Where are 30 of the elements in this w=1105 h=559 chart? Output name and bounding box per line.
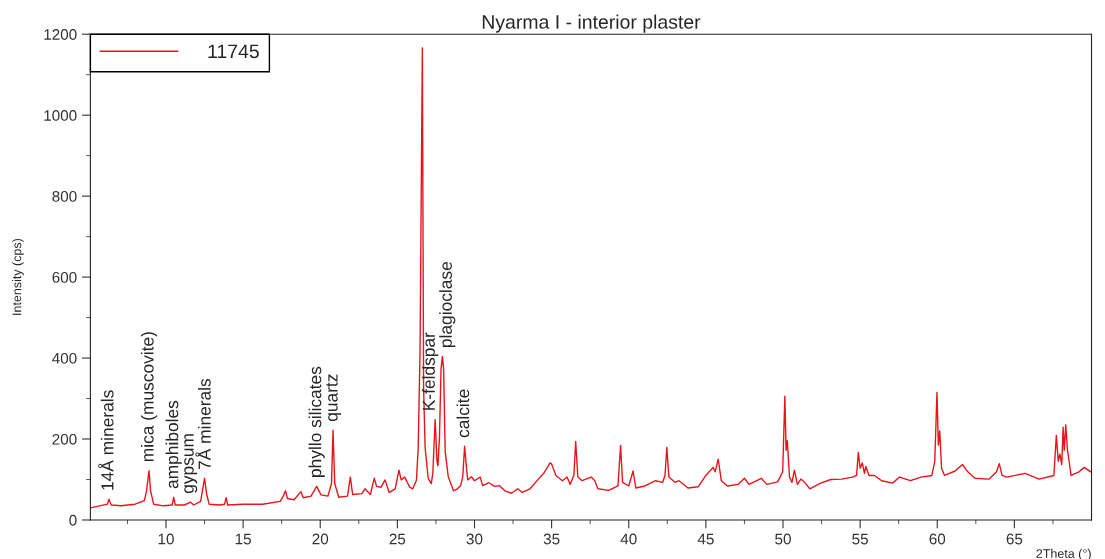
annotation: calcite xyxy=(456,389,470,438)
x-tick-label: 30 xyxy=(466,533,483,545)
y-tick-label: 200 xyxy=(52,433,77,445)
x-tick-label: 15 xyxy=(235,533,251,545)
legend-label: 11745 xyxy=(208,44,259,59)
x-tick-label: 35 xyxy=(543,533,560,545)
y-tick-label: 800 xyxy=(52,191,77,202)
x-tick-label: 25 xyxy=(389,533,406,545)
annotation: K-feldspar xyxy=(422,332,439,410)
annotation: phyllo silicates xyxy=(308,366,325,477)
annotation: plagioclase xyxy=(439,262,456,347)
x-tick-label: 55 xyxy=(852,533,868,545)
x-tick-label: 20 xyxy=(312,533,329,545)
y-axis-title: Intensity (cps) xyxy=(12,238,24,315)
x-tick-label: 40 xyxy=(620,533,637,545)
x-tick-label: 10 xyxy=(158,533,174,545)
x-tick-label: 65 xyxy=(1006,533,1023,545)
annotation: mica (muscovite) xyxy=(140,332,158,462)
chart-title: Nyarma I - interior plaster xyxy=(482,14,701,33)
y-tick-label: 0 xyxy=(69,514,77,526)
y-tick-label: 400 xyxy=(52,352,77,364)
x-tick-label: 60 xyxy=(929,533,946,545)
y-tick-label: 1000 xyxy=(44,110,77,121)
annotation: quartz xyxy=(326,374,342,422)
x-tick-label: 45 xyxy=(697,533,714,545)
y-tick-label: 600 xyxy=(52,271,77,283)
y-tick-label: 1200 xyxy=(44,29,77,40)
annotation: amphiboles xyxy=(165,400,182,489)
annotation: 14Å minerals xyxy=(98,390,114,490)
x-tick-label: 50 xyxy=(775,533,791,545)
